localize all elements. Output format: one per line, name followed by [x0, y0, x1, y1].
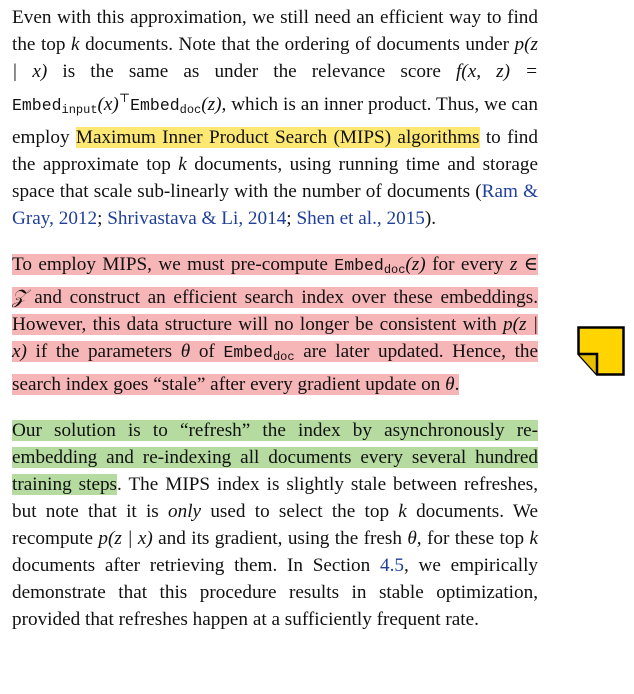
- citation-ram-gray[interactable]: Ram & Gray, 2012: [12, 181, 538, 229]
- citation-shrivastava-li[interactable]: Shrivastava & Li, 2014: [107, 208, 287, 229]
- paragraph-refresh: Our solution is to “refresh” the index b…: [12, 420, 539, 630]
- highlight-refresh[interactable]: Our solution is to “refresh” the index b…: [12, 420, 538, 495]
- highlight-stale-index[interactable]: To employ MIPS, we must pre-compute Embe…: [12, 254, 539, 395]
- highlight-mips[interactable]: Maximum Inner Product Search (MIPS) algo…: [75, 127, 480, 148]
- paragraph-mips-stale: To employ MIPS, we must pre-compute Embe…: [12, 251, 539, 398]
- sticky-note-icon[interactable]: [577, 326, 625, 376]
- citation-shen[interactable]: Shen et al., 2015: [296, 208, 425, 229]
- paragraph-approximation: Even with this approximation, we still n…: [12, 7, 539, 229]
- paper-text: Even with this approximation, we still n…: [12, 4, 539, 652]
- section-link[interactable]: 4.5: [380, 555, 404, 576]
